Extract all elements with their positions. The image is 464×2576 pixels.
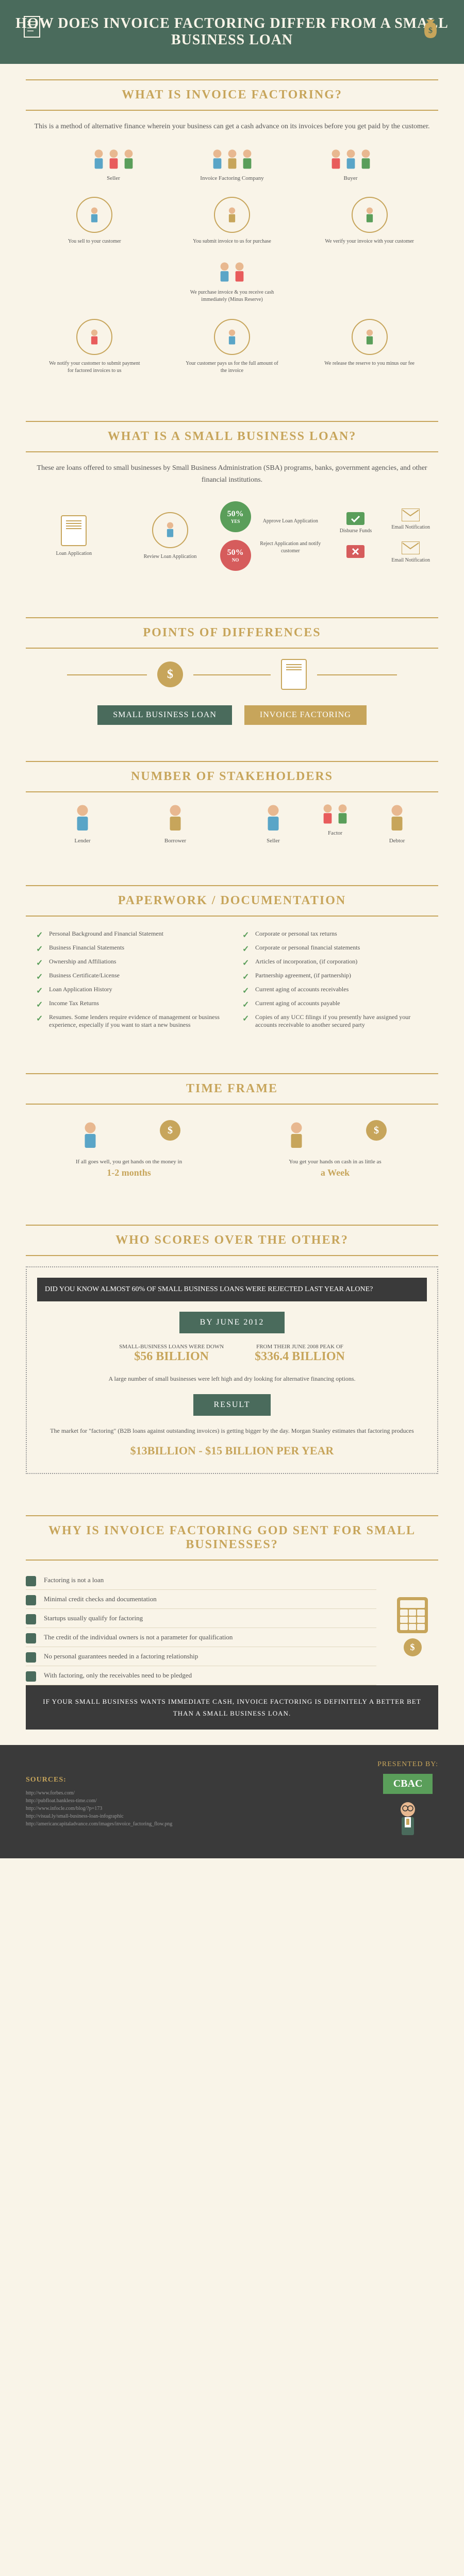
reject-pct: 50%NO <box>220 540 251 571</box>
result-badge: RESULT <box>193 1394 271 1416</box>
section-why: WHY IS INVOICE FACTORING GOD SENT FOR SM… <box>0 1500 464 1745</box>
section-small-business-loan: WHAT IS A SMALL BUSINESS LOAN? These are… <box>0 405 464 602</box>
actor-company: Invoice Factoring Company <box>193 148 271 181</box>
paperwork-right: Corporate or personal tax returnsCorpora… <box>242 927 428 1032</box>
mascot-icon <box>392 1799 423 1840</box>
date-badge: BY JUNE 2012 <box>179 1312 285 1333</box>
logo: CBAC <box>383 1774 433 1794</box>
fact-banner: DID YOU KNOW ALMOST 60% OF SMALL BUSINES… <box>37 1278 427 1301</box>
actor-seller: Seller <box>75 148 152 181</box>
loan-app-icon <box>61 515 87 546</box>
section-scores: WHO SCORES OVER THE OTHER? DID YOU KNOW … <box>0 1209 464 1499</box>
section-differences: POINTS OF DIFFERENCES $ SMALL BUSINESS L… <box>0 602 464 745</box>
calculator-icon: $ <box>387 1597 438 1659</box>
page-title: HOW DOES INVOICE FACTORING DIFFER FROM A… <box>15 15 449 48</box>
reason-item: Factoring is not a loan <box>26 1571 376 1590</box>
section-timeframe: TIME FRAME $ If all goes well, you get h… <box>0 1058 464 1209</box>
reasons-list: Factoring is not a loan Minimal credit c… <box>26 1571 376 1685</box>
intro-text: This is a method of alternative finance … <box>26 121 438 132</box>
money-bag-icon: $ <box>418 15 443 41</box>
actors-row: Seller Invoice Factoring Company Buyer <box>26 148 438 181</box>
dollar-icon: $ <box>157 662 183 687</box>
section-title: WHAT IS INVOICE FACTORING? <box>26 79 438 111</box>
svg-text:$: $ <box>428 26 433 35</box>
section-paperwork: PAPERWORK / DOCUMENTATION Personal Backg… <box>0 870 464 1058</box>
footer: SOURCES: http://www.forbes.com/ http://p… <box>0 1745 464 1858</box>
presented-by: PRESENTED BY: CBAC <box>377 1760 438 1843</box>
document-icon <box>21 15 46 41</box>
conclusion-banner: IF YOUR SMALL BUSINESS WANTS IMMEDIATE C… <box>26 1685 438 1730</box>
badge-factoring: INVOICE FACTORING <box>244 705 367 725</box>
flow-step <box>76 197 112 233</box>
header: HOW DOES INVOICE FACTORING DIFFER FROM A… <box>0 0 464 64</box>
checkmark-icon <box>346 512 364 525</box>
invoice-icon <box>281 659 307 690</box>
approve-pct: 50%YES <box>220 501 251 532</box>
x-icon <box>346 545 364 558</box>
section-invoice-factoring: WHAT IS INVOICE FACTORING? This is a met… <box>0 64 464 405</box>
mail-icon <box>402 509 420 521</box>
sources: SOURCES: http://www.forbes.com/ http://p… <box>26 1776 172 1828</box>
flow-row-1: You sell to your customer You submit inv… <box>26 197 438 245</box>
paperwork-left: Personal Background and Financial Statem… <box>36 927 222 1032</box>
section-stakeholders: NUMBER OF STAKEHOLDERS Lender Borrower S… <box>0 745 464 870</box>
badge-loan: SMALL BUSINESS LOAN <box>97 705 232 725</box>
actor-buyer: Buyer <box>312 148 389 181</box>
